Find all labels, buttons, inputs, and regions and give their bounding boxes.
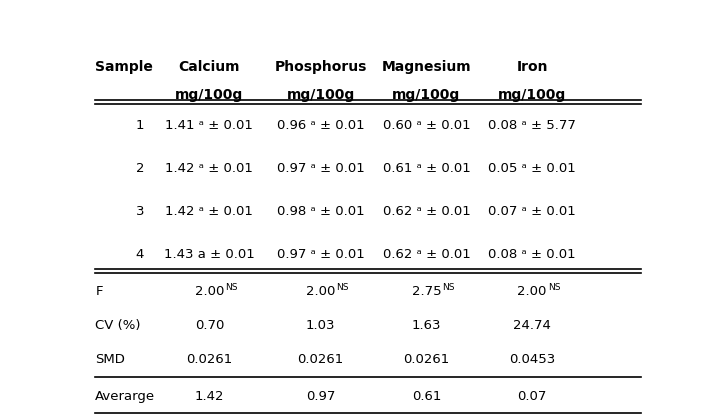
Text: 0.0453: 0.0453: [509, 353, 555, 366]
Text: mg/100g: mg/100g: [286, 88, 355, 102]
Text: 1.42 ᵃ ± 0.01: 1.42 ᵃ ± 0.01: [165, 162, 253, 175]
Text: F: F: [95, 285, 103, 298]
Text: Averarge: Averarge: [95, 390, 155, 403]
Text: 0.07 ᵃ ± 0.01: 0.07 ᵃ ± 0.01: [488, 205, 576, 218]
Text: NS: NS: [548, 283, 560, 291]
Text: 2.75: 2.75: [411, 285, 442, 298]
Text: 0.0261: 0.0261: [186, 353, 233, 366]
Text: 0.62 ᵃ ± 0.01: 0.62 ᵃ ± 0.01: [383, 248, 470, 261]
Text: 0.08 ᵃ ± 5.77: 0.08 ᵃ ± 5.77: [488, 119, 576, 132]
Text: NS: NS: [336, 283, 349, 291]
Text: 2.00: 2.00: [518, 285, 547, 298]
Text: 2.00: 2.00: [306, 285, 335, 298]
Text: 0.97 ᵃ ± 0.01: 0.97 ᵃ ± 0.01: [277, 248, 365, 261]
Text: NS: NS: [225, 283, 238, 291]
Text: 1.63: 1.63: [411, 319, 441, 332]
Text: 24.74: 24.74: [513, 319, 551, 332]
Text: Iron: Iron: [516, 60, 548, 74]
Text: 0.96 ᵃ ± 0.01: 0.96 ᵃ ± 0.01: [277, 119, 365, 132]
Text: Sample: Sample: [95, 60, 153, 74]
Text: 1.43 a ± 0.01: 1.43 a ± 0.01: [164, 248, 255, 261]
Text: 2.00: 2.00: [195, 285, 224, 298]
Text: mg/100g: mg/100g: [498, 88, 567, 102]
Text: mg/100g: mg/100g: [392, 88, 460, 102]
Text: 0.61: 0.61: [411, 390, 441, 403]
Text: Magnesium: Magnesium: [381, 60, 471, 74]
Text: mg/100g: mg/100g: [175, 88, 243, 102]
Text: 1.41 ᵃ ± 0.01: 1.41 ᵃ ± 0.01: [165, 119, 253, 132]
Text: 0.97: 0.97: [306, 390, 335, 403]
Text: NS: NS: [442, 283, 454, 291]
Text: 0.07: 0.07: [518, 390, 547, 403]
Text: 0.0261: 0.0261: [404, 353, 449, 366]
Text: 0.0261: 0.0261: [297, 353, 344, 366]
Text: 0.70: 0.70: [195, 319, 224, 332]
Text: SMD: SMD: [95, 353, 125, 366]
Text: CV (%): CV (%): [95, 319, 141, 332]
Text: 0.98 ᵃ ± 0.01: 0.98 ᵃ ± 0.01: [277, 205, 365, 218]
Text: 4: 4: [136, 248, 144, 261]
Text: 0.62 ᵃ ± 0.01: 0.62 ᵃ ± 0.01: [383, 205, 470, 218]
Text: 0.08 ᵃ ± 0.01: 0.08 ᵃ ± 0.01: [488, 248, 576, 261]
Text: 0.60 ᵃ ± 0.01: 0.60 ᵃ ± 0.01: [383, 119, 470, 132]
Text: 0.97 ᵃ ± 0.01: 0.97 ᵃ ± 0.01: [277, 162, 365, 175]
Text: Phosphorus: Phosphorus: [274, 60, 367, 74]
Text: 3: 3: [136, 205, 144, 218]
Text: 1.03: 1.03: [306, 319, 335, 332]
Text: 2: 2: [136, 162, 144, 175]
Text: 0.61 ᵃ ± 0.01: 0.61 ᵃ ± 0.01: [383, 162, 470, 175]
Text: Calcium: Calcium: [179, 60, 240, 74]
Text: 0.05 ᵃ ± 0.01: 0.05 ᵃ ± 0.01: [488, 162, 576, 175]
Text: 1: 1: [136, 119, 144, 132]
Text: 1.42: 1.42: [195, 390, 224, 403]
Text: 1.42 ᵃ ± 0.01: 1.42 ᵃ ± 0.01: [165, 205, 253, 218]
